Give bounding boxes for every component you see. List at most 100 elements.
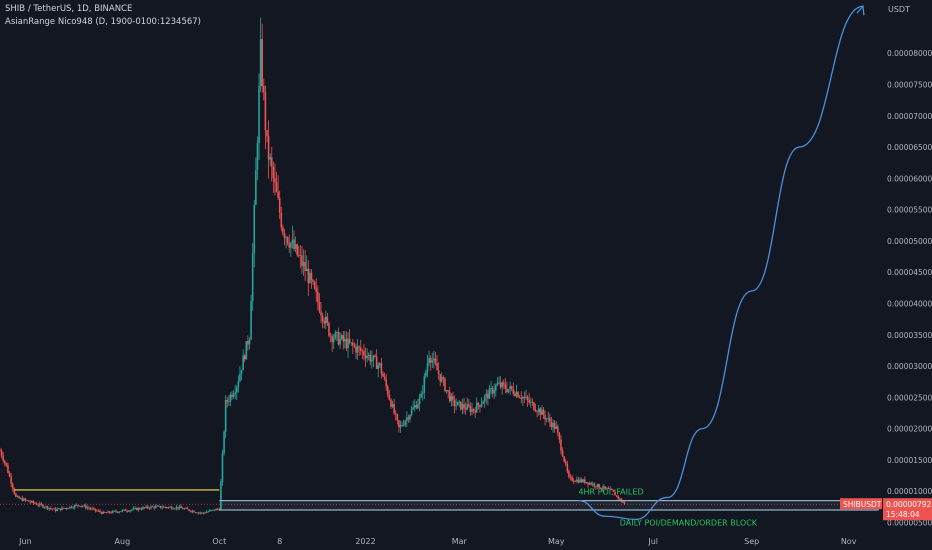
candle-body: [105, 512, 108, 514]
candle-body: [42, 504, 44, 508]
candle-body: [96, 510, 98, 512]
candle-body: [337, 331, 340, 345]
candle-body: [283, 233, 286, 238]
candle-body: [180, 506, 182, 509]
projection-curve: [578, 5, 864, 521]
candle-body: [113, 510, 116, 512]
candle-body: [167, 507, 170, 508]
candle-body: [375, 356, 378, 369]
candle-body: [223, 431, 225, 454]
candle-body: [587, 482, 589, 485]
candle-body: [456, 401, 459, 406]
candle-body: [23, 498, 25, 501]
candle-body: [444, 378, 446, 392]
candle-body: [127, 511, 130, 512]
candle-body: [253, 204, 256, 254]
candle-body: [102, 511, 105, 514]
y-tick-label: 0.00001500: [887, 456, 932, 465]
chart-title: SHIB / TetherUS, 1D, BINANCE: [5, 4, 133, 14]
candle-body: [352, 342, 354, 346]
candle-body: [347, 338, 349, 349]
candle-body: [94, 508, 97, 511]
candle-body: [342, 335, 345, 342]
candle-body: [531, 401, 534, 403]
candle-body: [528, 399, 530, 403]
candle-body: [434, 358, 437, 364]
candle-body: [310, 272, 313, 281]
candle-body: [483, 396, 486, 402]
candle-body: [555, 426, 558, 429]
candle-body: [580, 479, 583, 483]
candle-body: [536, 411, 538, 413]
candle-body: [477, 402, 480, 406]
candle-body: [523, 397, 526, 399]
candle-body: [604, 486, 607, 489]
candle-body: [394, 413, 397, 415]
candle-body: [224, 399, 227, 432]
candle-body: [80, 506, 82, 507]
candle-body: [145, 506, 148, 508]
candle-body: [585, 482, 588, 484]
candle-body: [21, 498, 24, 501]
candle-body: [161, 507, 163, 509]
candle-body: [123, 509, 125, 511]
x-axis: Jun Aug Oct 8 2022 Mar May Jul Sep Nov: [18, 537, 857, 546]
candle-body: [612, 489, 615, 492]
y-tick-label: 0.00005000: [887, 237, 932, 246]
candle-body: [220, 481, 222, 511]
candle-body: [323, 321, 325, 324]
candle-body: [561, 450, 564, 457]
candle-body: [423, 376, 426, 393]
candle-body: [19, 498, 22, 499]
candle-body: [545, 418, 548, 420]
candle-body: [591, 483, 594, 485]
candle-body: [309, 272, 311, 284]
candle-body: [453, 399, 456, 407]
candle-layer: [0, 17, 626, 515]
candle-body: [385, 378, 387, 387]
candle-body: [593, 483, 596, 487]
candle-body: [439, 374, 442, 382]
candle-body: [288, 243, 291, 248]
candle-body: [509, 386, 511, 389]
candle-body: [380, 363, 383, 374]
candle-body: [250, 300, 252, 340]
candle-body: [245, 341, 248, 360]
y-tick-label: 0.00004000: [887, 299, 932, 308]
candle-body: [482, 401, 484, 404]
candle-body: [472, 408, 475, 412]
y-tick-label: 0.00006500: [887, 143, 932, 152]
candle-body: [409, 415, 411, 420]
candle-body: [26, 500, 28, 501]
candle-body: [263, 85, 265, 93]
candle-body: [518, 397, 521, 399]
candle-body: [442, 377, 445, 379]
candle-body: [92, 508, 95, 510]
candle-body: [317, 291, 319, 302]
candle-body: [563, 456, 565, 462]
candle-body: [466, 404, 469, 410]
price-tag-value: 0.00000792: [886, 500, 932, 509]
y-tick-label: 0.00005500: [887, 206, 932, 215]
candle-body: [72, 507, 74, 509]
candle-body: [266, 130, 268, 137]
candle-body: [622, 501, 624, 503]
candle-body: [104, 511, 106, 513]
candle-body: [285, 237, 287, 239]
candle-body: [391, 403, 394, 407]
candle-body: [99, 510, 101, 513]
candle-body: [16, 496, 19, 498]
candle-body: [30, 501, 33, 503]
candle-body: [402, 425, 405, 426]
y-tick-label: 0.00007500: [887, 80, 932, 89]
candle-body: [290, 242, 292, 248]
demand-zone: [219, 500, 879, 510]
candle-body: [216, 508, 219, 510]
y-axis: USDT 0.00008000 0.00007500 0.00007000 0.0000…: [887, 5, 932, 527]
x-tick-label: Mar: [452, 537, 468, 546]
candle-body: [261, 39, 264, 86]
candle-body: [2, 455, 4, 461]
x-tick-label: Aug: [115, 537, 131, 546]
candle-body: [328, 322, 330, 336]
